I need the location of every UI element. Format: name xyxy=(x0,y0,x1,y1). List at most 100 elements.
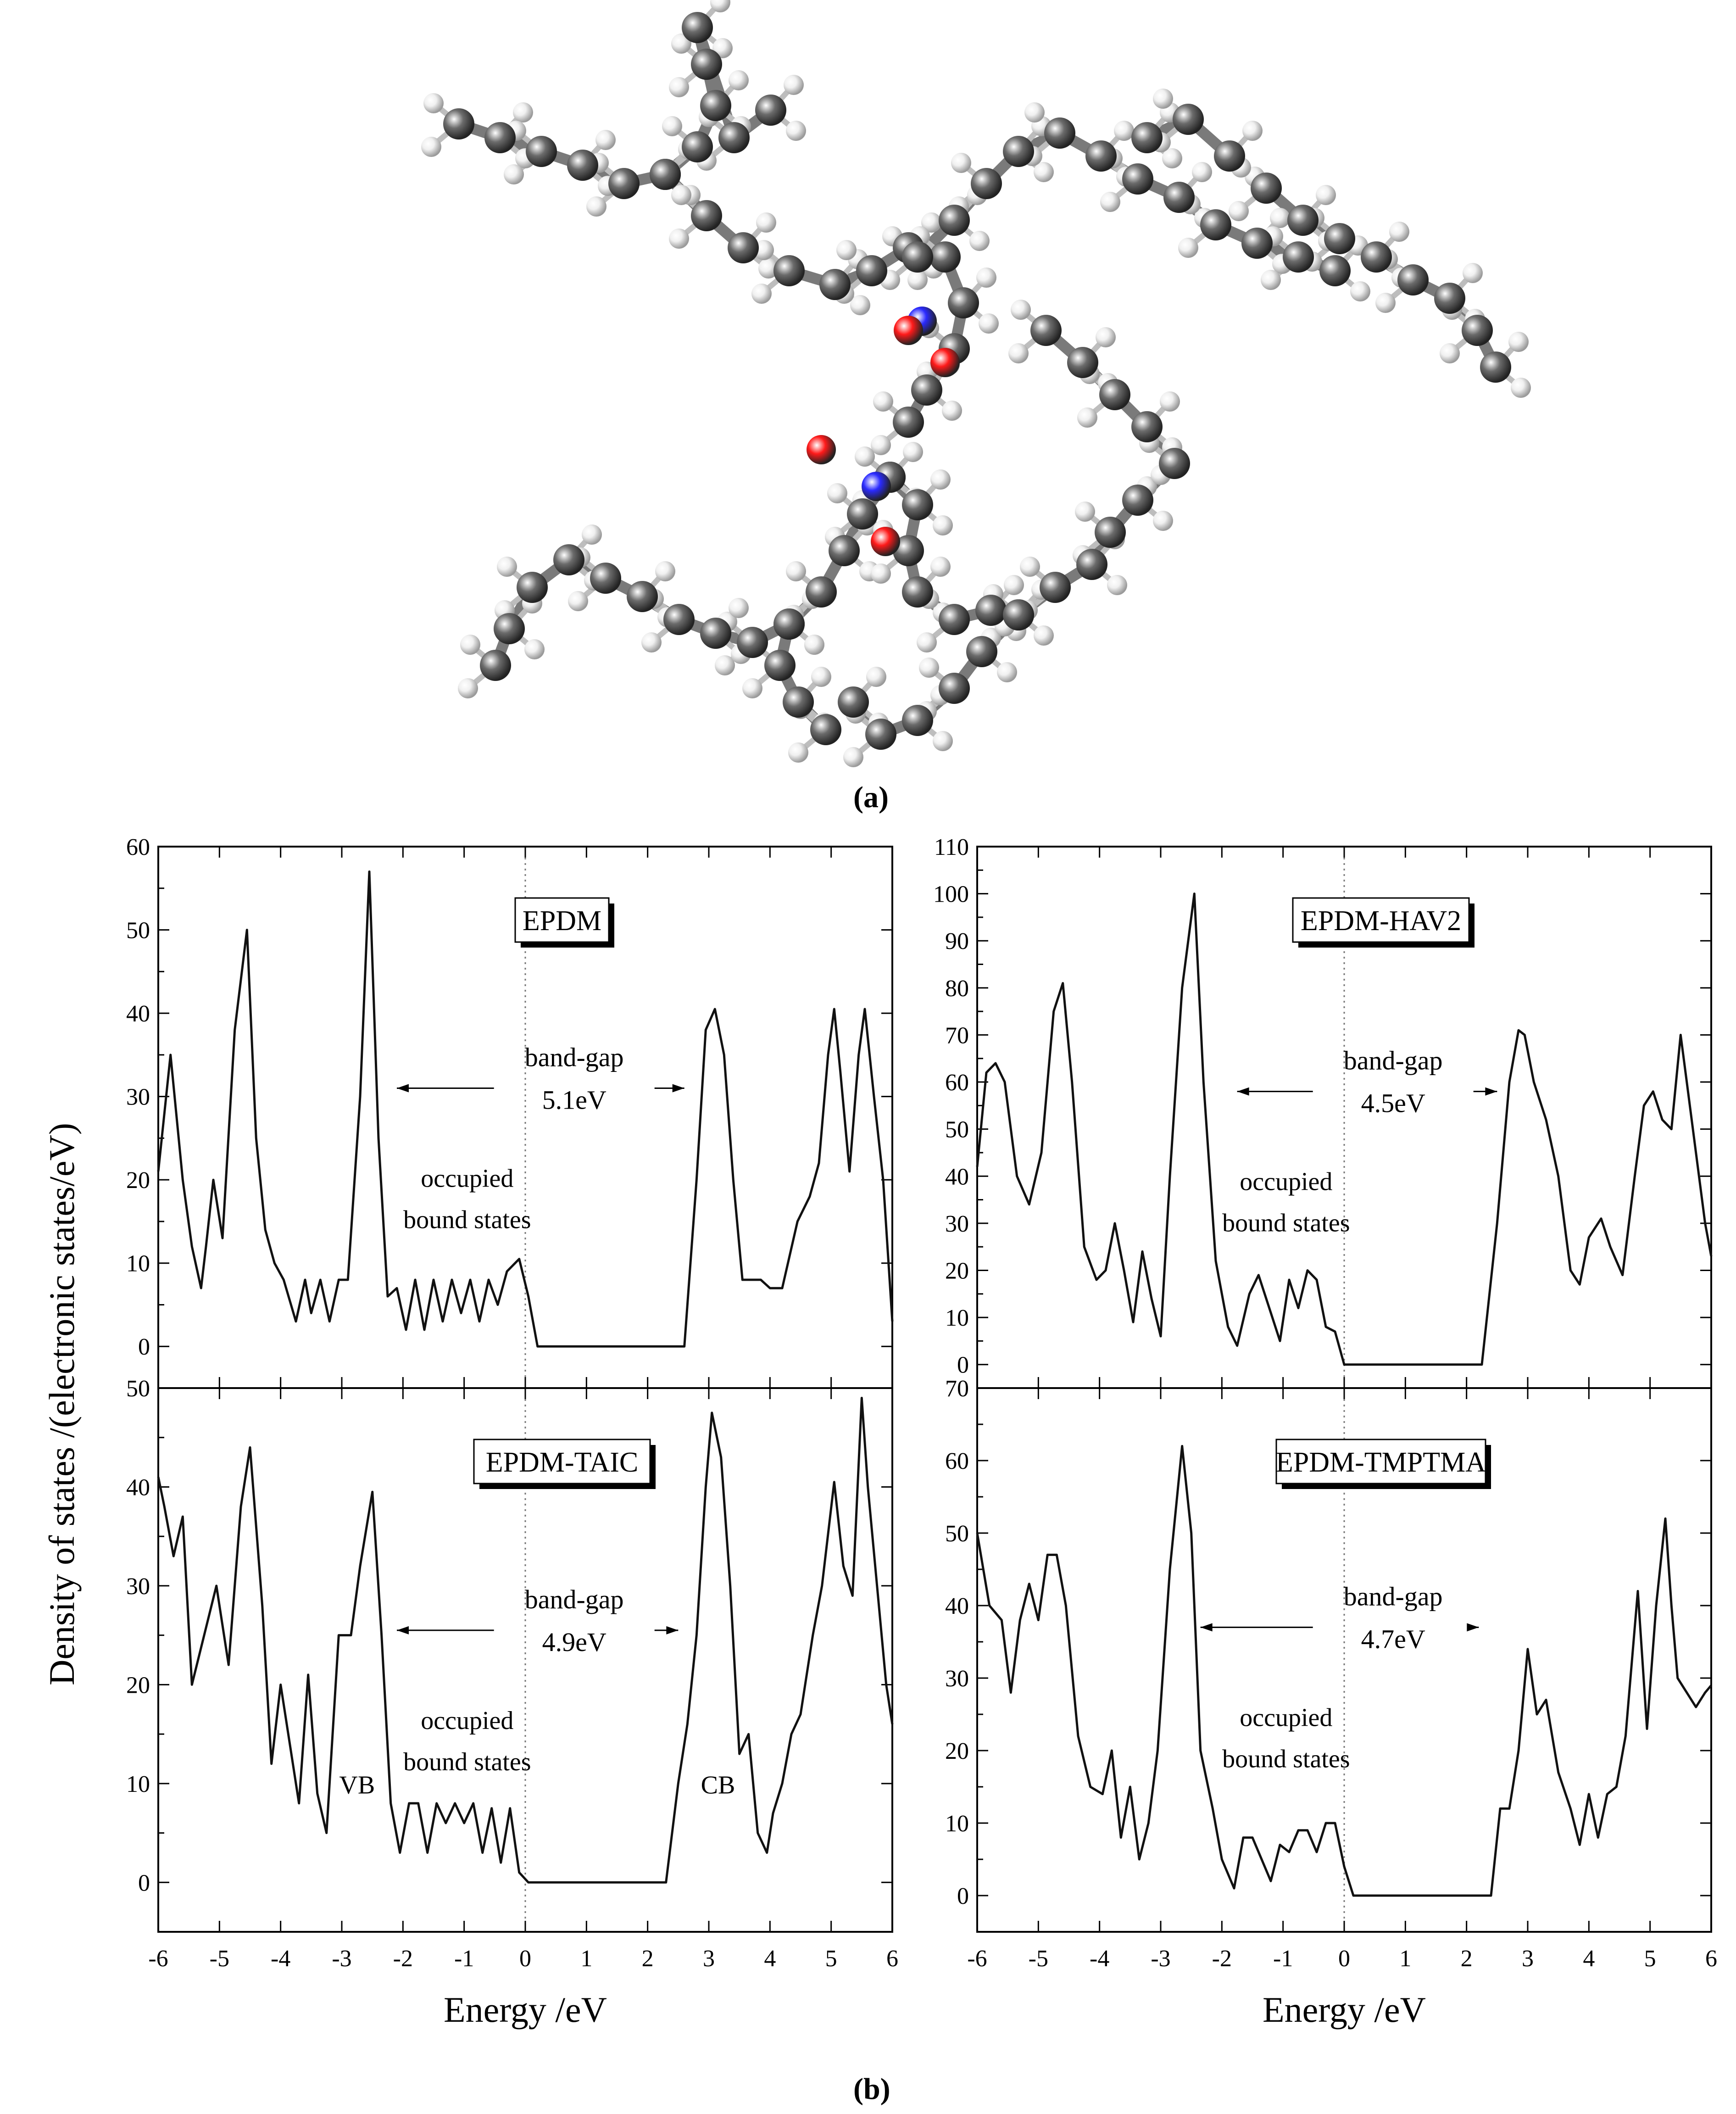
carbon-atom xyxy=(755,95,786,126)
y-tick-label: 20 xyxy=(126,1672,150,1698)
y-tick-label: 100 xyxy=(933,881,969,908)
carbon-atom xyxy=(1044,117,1075,149)
carbon-atom xyxy=(1480,351,1511,383)
hydrogen-atom xyxy=(568,591,588,611)
hydrogen-atom xyxy=(758,258,779,279)
title-box xyxy=(473,1439,651,1484)
hydrogen-atom xyxy=(662,116,682,136)
carbon-atom xyxy=(1214,140,1245,172)
x-tick-label: -6 xyxy=(967,1946,987,1972)
carbon-atom xyxy=(806,576,837,608)
hydrogen-atom xyxy=(1242,121,1263,141)
arrowhead-left xyxy=(1237,1087,1249,1096)
band-gap-label: band-gap xyxy=(1344,1581,1443,1611)
x-tick-label: -6 xyxy=(148,1946,168,1972)
panel-title: EPDM-HAV2 xyxy=(1301,905,1461,937)
y-tick-label: 50 xyxy=(945,1521,969,1547)
y-tick-label: 30 xyxy=(126,1084,150,1110)
hydrogen-atom xyxy=(866,667,886,687)
molecule-atoms xyxy=(421,0,1531,767)
x-tick-label: 5 xyxy=(825,1946,837,1972)
band-gap-label: band-gap xyxy=(1344,1046,1443,1076)
x-tick-label: -4 xyxy=(271,1946,290,1972)
carbon-atom xyxy=(1003,599,1034,630)
x-tick-label: -5 xyxy=(1029,1946,1048,1972)
hydrogen-atom xyxy=(1011,300,1031,320)
hydrogen-atom xyxy=(917,632,937,653)
dos-series-line xyxy=(976,1445,1712,1897)
y-tick-label: 30 xyxy=(126,1573,150,1600)
carbon-atom xyxy=(691,200,722,231)
hydrogen-atom xyxy=(811,667,831,687)
hydrogen-atom xyxy=(641,632,662,653)
x-tick-label: 2 xyxy=(642,1946,654,1972)
carbon-atom xyxy=(971,168,1002,199)
y-tick-label: 10 xyxy=(945,1811,969,1837)
hydrogen-atom xyxy=(710,0,730,12)
x-tick-label: 2 xyxy=(1461,1946,1473,1972)
hydrogen-atom xyxy=(871,435,891,455)
carbon-atom xyxy=(1287,205,1319,236)
hydrogen-atom xyxy=(903,442,923,462)
arrowhead-left xyxy=(397,1084,409,1093)
hydrogen-atom xyxy=(804,635,824,655)
hydrogen-atom xyxy=(669,77,689,97)
y-tick-label: 40 xyxy=(945,1164,969,1190)
y-tick-label: 50 xyxy=(945,1117,969,1143)
hydrogen-atom xyxy=(843,747,863,767)
band-gap-label: band-gap xyxy=(525,1584,624,1614)
carbon-atom xyxy=(1324,223,1355,254)
carbon-atom xyxy=(1159,448,1190,479)
oxygen-atom xyxy=(871,527,900,556)
carbon-atom xyxy=(718,122,750,153)
oxygen-atom xyxy=(894,316,923,345)
arrowhead-left xyxy=(1200,1623,1213,1632)
carbon-atom xyxy=(1003,136,1034,167)
band-gap-value: 4.9eV xyxy=(542,1627,606,1657)
carbon-atom xyxy=(608,168,640,199)
carbon-atom xyxy=(929,241,961,273)
nitrogen-atom xyxy=(862,472,891,501)
hydrogen-atom xyxy=(1020,557,1040,577)
carbon-atom xyxy=(1131,411,1163,442)
carbon-atom xyxy=(1241,228,1273,259)
occupied-label: occupied xyxy=(421,1707,513,1735)
carbon-atom xyxy=(443,108,474,139)
hydrogen-atom xyxy=(671,185,691,205)
carbon-atom xyxy=(1434,283,1465,314)
carbon-atom xyxy=(737,627,768,658)
panel-title: EPDM-TAIC xyxy=(486,1447,639,1478)
x-tick-label: 6 xyxy=(886,1946,898,1972)
hydrogen-atom xyxy=(930,557,951,577)
y-tick-label: 20 xyxy=(126,1167,150,1194)
vb-label: VB xyxy=(339,1771,375,1799)
panel-title: EPDM xyxy=(523,905,601,937)
x-tick-label: 6 xyxy=(1705,1946,1717,1972)
hydrogen-atom xyxy=(729,598,749,618)
band-gap-value: 4.5eV xyxy=(1361,1088,1425,1118)
x-tick-label: 3 xyxy=(1522,1946,1534,1972)
chart-panel-4: 0 10 20 30 40 50 60 70 -6 -5 -4 -3 -2 -1 0 1 2 3 4 5 6 EPDM-T… xyxy=(945,1376,1717,1972)
carbon-atom xyxy=(691,49,722,80)
x-tick-label: 5 xyxy=(1644,1946,1656,1972)
y-tick-label: 10 xyxy=(126,1771,150,1797)
hydrogen-atom xyxy=(1004,575,1024,595)
hydrogen-atom xyxy=(1375,293,1396,313)
y-tick-label: 20 xyxy=(945,1258,969,1284)
carbon-atom xyxy=(1163,182,1195,213)
arrowhead-right xyxy=(1485,1087,1497,1096)
bound-states-label: bound states xyxy=(1222,1209,1350,1238)
hydrogen-atom xyxy=(1024,102,1045,123)
carbon-atom xyxy=(1251,173,1282,204)
hydrogen-atom xyxy=(1153,511,1173,531)
title-box xyxy=(1275,1439,1486,1484)
carbon-atom xyxy=(480,650,511,681)
cb-label: CB xyxy=(701,1771,735,1799)
arrowhead-right xyxy=(672,1084,684,1093)
y-tick-label: 20 xyxy=(945,1738,969,1764)
y-tick-label: 10 xyxy=(945,1305,969,1331)
carbon-atom xyxy=(1200,209,1231,240)
chart-panel-2: 0 10 20 30 40 50 60 70 80 90 100 110 EPDM-HAV2 band-g… xyxy=(933,834,1713,1389)
hydrogen-atom xyxy=(784,75,804,95)
